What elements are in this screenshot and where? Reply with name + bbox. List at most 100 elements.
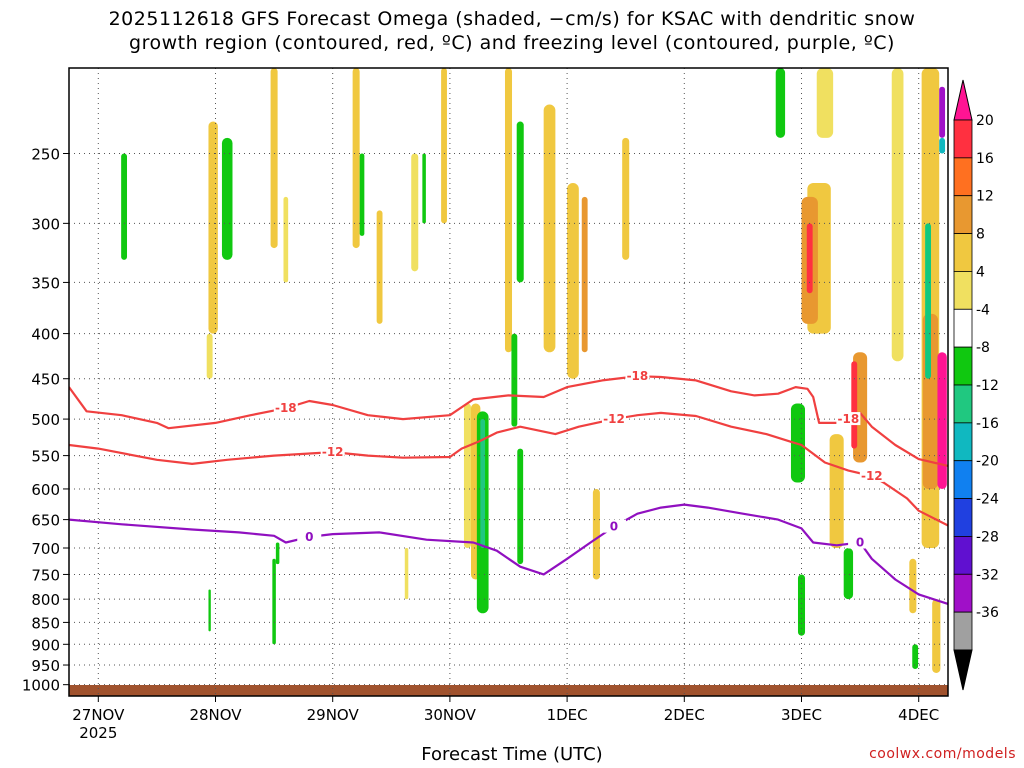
colorbar-bottom-triangle (953, 649, 973, 691)
omega-shade-48 (912, 644, 919, 670)
omega-shade-19 (463, 403, 471, 549)
y-tick-label-500: 500 (31, 411, 60, 429)
omega-shade-45 (797, 574, 806, 636)
colorbar-label-16: 16 (976, 151, 994, 167)
x-tick-label-28NOV: 28NOV (189, 706, 242, 724)
omega-shade-49 (932, 599, 941, 674)
contour-label-bg-2-16 (601, 519, 626, 533)
omega-shade-29 (775, 68, 786, 138)
y-tick-label-950: 950 (31, 657, 60, 675)
x-tick-sublabel-year: 2025 (79, 724, 117, 742)
omega-shade-41 (937, 352, 947, 489)
omega-shade-26 (272, 558, 276, 645)
y-tick-label-250: 250 (31, 145, 60, 163)
colorbar-label--32: -32 (976, 567, 999, 583)
contour-label-bg-2-6 (297, 529, 322, 543)
omega-shade-16 (567, 182, 579, 379)
colorbar-box-12 (953, 573, 973, 613)
omega-shade-44 (939, 137, 946, 154)
y-tick-label-300: 300 (31, 215, 60, 233)
colorbar-label--28: -28 (976, 529, 999, 545)
x-tick-label-29NOV: 29NOV (307, 706, 360, 724)
omega-shade-47 (909, 558, 917, 614)
chart-title-line-2: growth region (contoured, red, ºC) and f… (129, 32, 895, 54)
omega-shade-28 (404, 548, 409, 600)
y-tick-label-750: 750 (31, 566, 60, 584)
colorbar-box-2 (953, 195, 973, 234)
omega-shading (121, 68, 947, 674)
y-tick-label-1000: 1000 (22, 677, 60, 695)
y-tick-label-350: 350 (31, 274, 60, 292)
contour-label-bg-1-16 (601, 412, 626, 426)
x-tick-label-4DEC: 4DEC (898, 706, 939, 724)
y-tick-label-600: 600 (31, 481, 60, 499)
omega-shade-25 (208, 589, 211, 632)
omega-shade-7 (359, 153, 365, 236)
omega-shade-0 (121, 153, 128, 260)
contour-label-0-7: -18 (275, 401, 297, 415)
y-tick-label-550: 550 (31, 448, 60, 466)
ground-layer (69, 685, 948, 696)
omega-shade-23 (517, 448, 524, 565)
ground-strip (69, 685, 948, 696)
contour-label-bg-0-7 (273, 401, 298, 415)
contour-label-2-16: 0 (610, 520, 618, 534)
colorbar-label-20: 20 (976, 113, 994, 129)
chart-title-line-1: 2025112618 GFS Forecast Omega (shaded, −… (108, 8, 916, 30)
colorbar-box-5 (953, 308, 973, 348)
y-tick-label-850: 850 (31, 614, 60, 632)
contour-label-0-18: -18 (627, 369, 649, 383)
y-tick-label-450: 450 (31, 371, 60, 389)
colorbar-box-7 (953, 384, 973, 424)
omega-shade-36 (851, 361, 858, 449)
omega-shade-43 (939, 86, 946, 138)
colorbar-label--16: -16 (976, 416, 999, 432)
colorbar-label--24: -24 (976, 492, 999, 508)
contour-line-0 (69, 375, 948, 467)
colorbar: 20 16 12 8 4 -4 -8 -12 -16 -20 -24 -28 -32 -36 (953, 79, 999, 691)
y-tick-label-900: 900 (31, 636, 60, 654)
x-tick-label-27NOV: 27NOV (72, 706, 125, 724)
omega-shade-6 (352, 68, 360, 249)
colorbar-box-0 (953, 119, 973, 159)
omega-shade-46 (843, 548, 854, 600)
colorbar-box-4 (953, 271, 973, 310)
contour-label-1-6: -12 (322, 445, 344, 459)
colorbar-label--4: -4 (976, 302, 990, 318)
contour-label-2-26: 0 (856, 535, 864, 549)
y-axis: 250 300 350 400 450 500 550 600 650 700 750 800 850 9… (22, 145, 69, 695)
colorbar-box-8 (953, 422, 973, 462)
omega-shade-18 (622, 137, 630, 260)
y-tick-label-400: 400 (31, 326, 60, 344)
omega-shade-27 (275, 542, 280, 565)
omega-shade-13 (511, 333, 518, 427)
contour-line-1 (69, 411, 948, 527)
colorbar-label--36: -36 (976, 605, 999, 621)
omega-shade-8 (376, 210, 383, 324)
x-tick-label-3DEC: 3DEC (781, 706, 822, 724)
omega-shade-14 (516, 121, 524, 283)
contour-label-bg-1-26 (859, 468, 884, 482)
colorbar-label-4: 4 (976, 264, 985, 280)
contour-label-bg-2-26 (848, 535, 873, 549)
contour-line-2 (69, 503, 948, 605)
omega-shade-17 (581, 196, 588, 353)
colorbar-label--12: -12 (976, 378, 999, 394)
colorbar-box-13 (953, 611, 973, 651)
contour-label-1-16: -12 (603, 412, 625, 426)
colorbar-label-12: 12 (976, 189, 994, 205)
contour-label-bg-0-29 (836, 412, 861, 426)
colorbar-box-6 (953, 346, 973, 386)
x-tick-label-1DEC: 1DEC (547, 706, 588, 724)
omega-shade-2 (221, 137, 233, 260)
omega-shade-1 (208, 121, 218, 334)
contour-label-bg-1-6 (320, 445, 345, 459)
omega-shade-24 (592, 488, 600, 580)
contour-label-0-29: -18 (838, 412, 860, 426)
omega-shade-10 (422, 153, 426, 224)
colorbar-label--20: -20 (976, 454, 999, 470)
omega-shade-5 (283, 196, 289, 283)
omega-shade-33 (806, 223, 813, 294)
